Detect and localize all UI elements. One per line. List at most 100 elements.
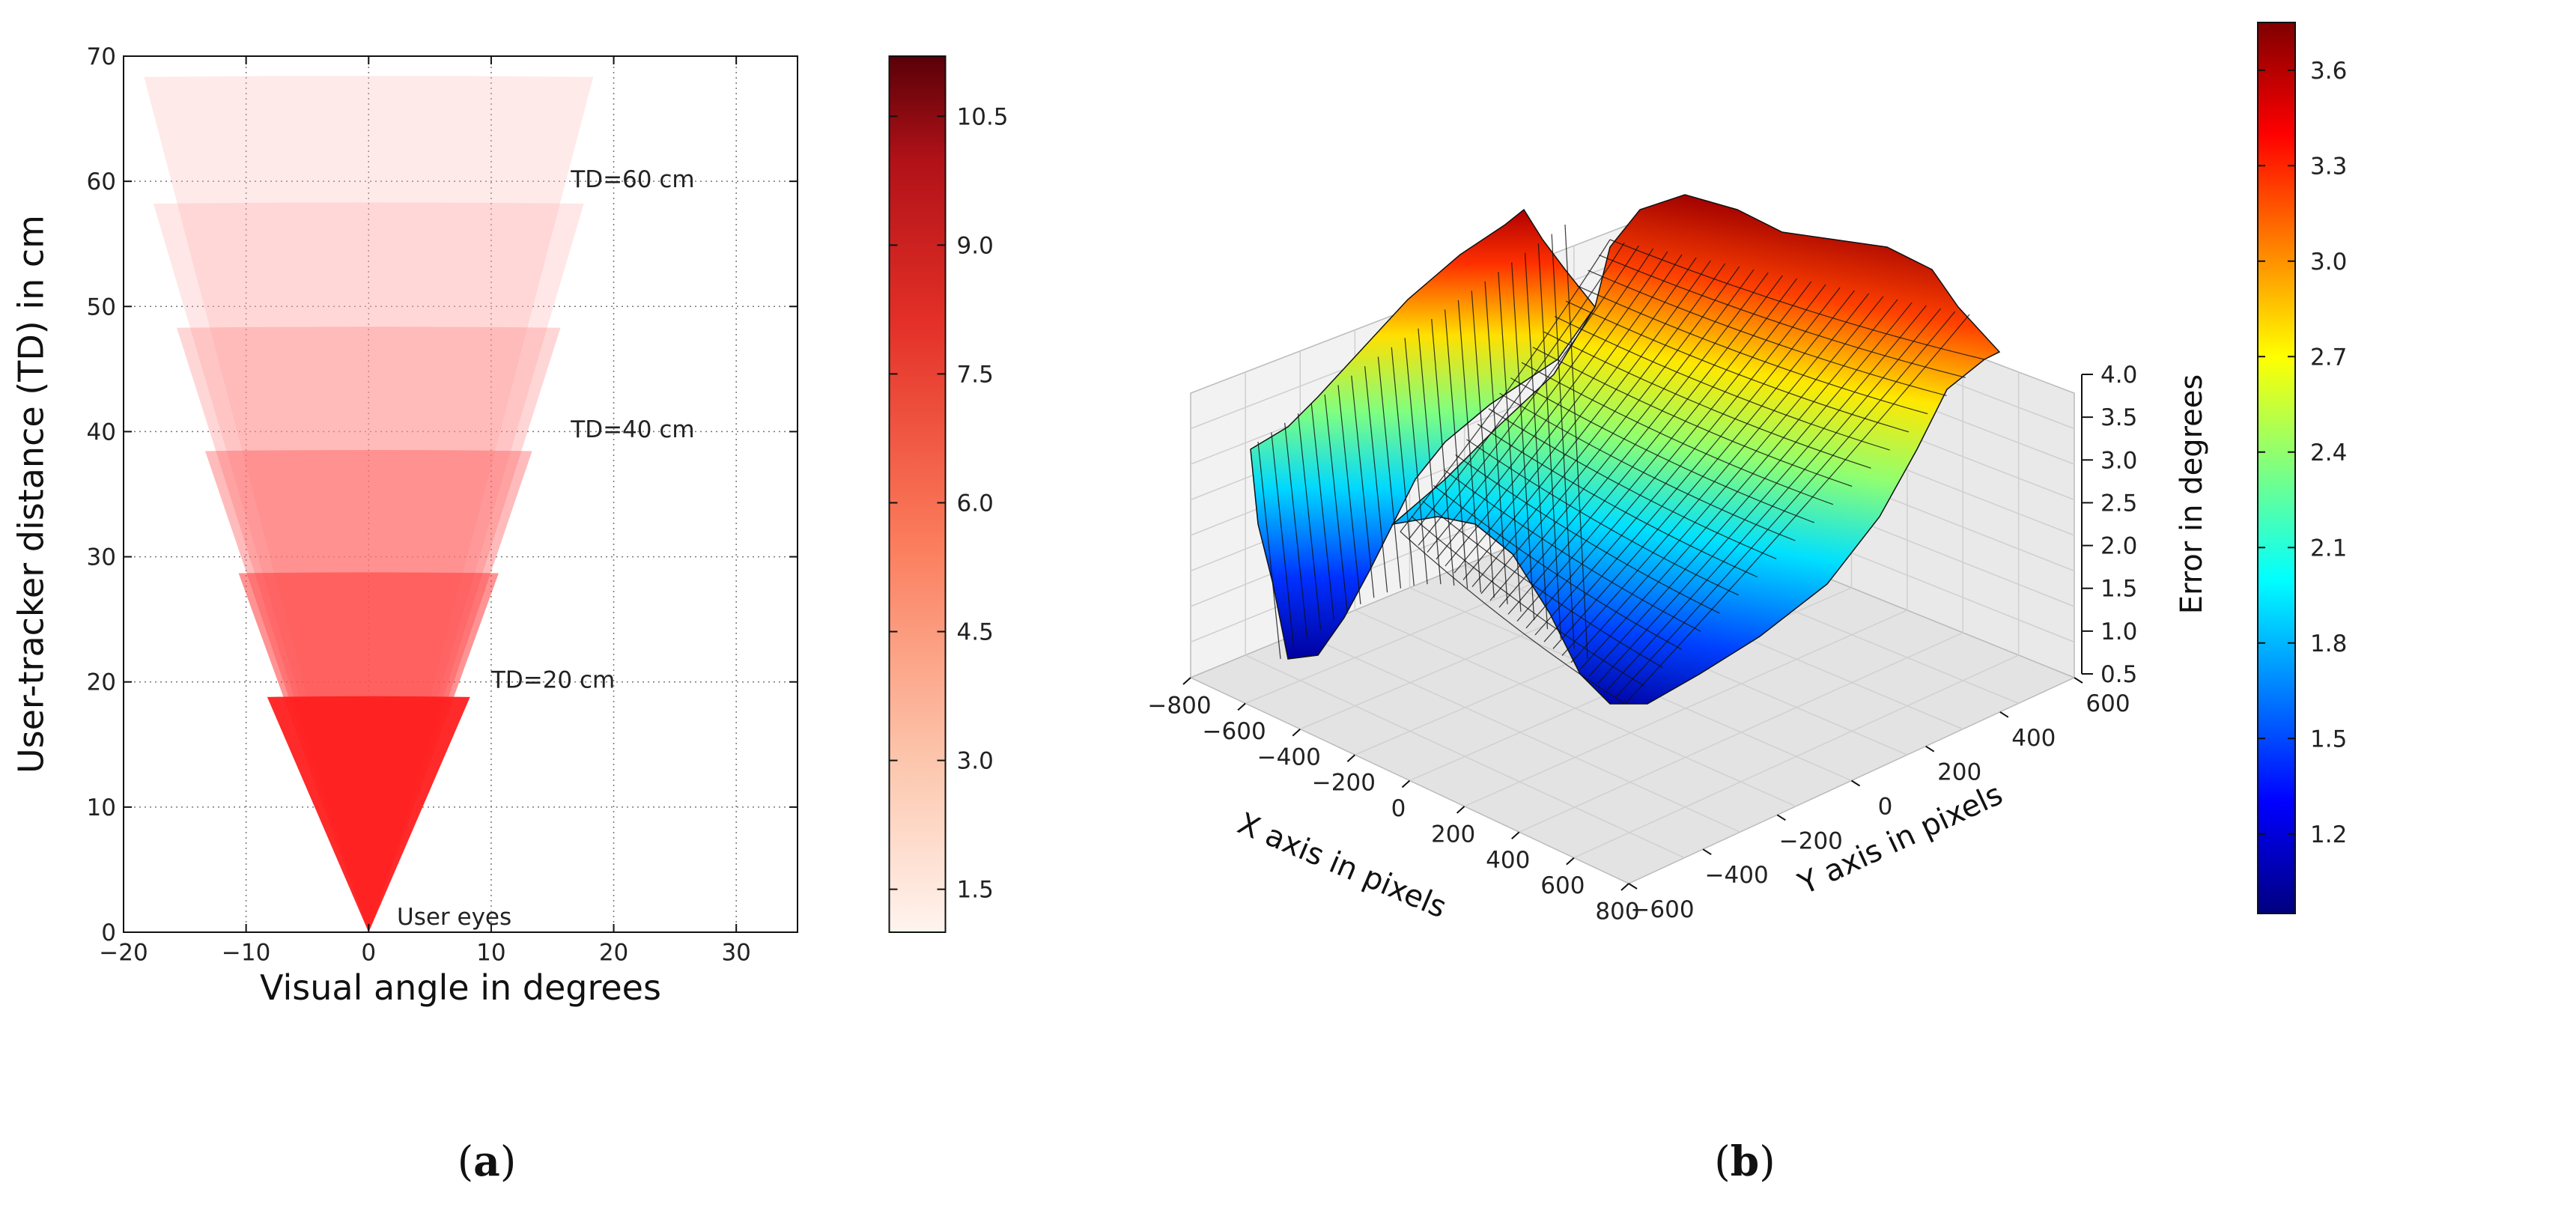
surface-mesh-line: [1510, 377, 1814, 523]
surface-mesh-line: [1576, 285, 1928, 415]
surface-mesh-line: [1599, 254, 1966, 378]
x-tick-mark: [1511, 831, 1520, 839]
surface-mesh-line: [1310, 404, 1334, 621]
y-tick-mark: [1850, 779, 1861, 787]
y-tick-label: −200: [1779, 827, 1843, 854]
panel-b-x-ticks: −800−600−400−200 0 200 400 600 800: [1147, 677, 1640, 925]
colorbar-tick-label: 3.6: [2310, 58, 2347, 85]
surface-mesh-line: [1615, 311, 1956, 698]
surface-mesh-line: [1444, 469, 1701, 632]
surface-mesh-line: [1364, 366, 1388, 593]
colorbar-tick-label: 1.8: [2310, 630, 2347, 657]
surface-mesh-line: [1624, 314, 1970, 705]
surface-mesh-line: [1453, 257, 1697, 574]
colorbar-tick-label: 3.3: [2310, 153, 2347, 180]
y-tick-label: 30: [87, 544, 116, 571]
surface-mesh-line: [1422, 500, 1663, 669]
y-tick-mark: [1925, 745, 1935, 753]
panel-b-z-ticks: 0.5 1.0 1.5 2.0 2.5 3.0 3.5 4.0: [2081, 362, 2137, 688]
surface-mesh-line: [1436, 251, 1668, 560]
surface-mesh-line: [1521, 362, 1834, 505]
surface-mesh-line: [1489, 269, 1755, 601]
colorbar-tick-label: 3.0: [2310, 249, 2347, 276]
surface-mesh-line: [1351, 375, 1375, 598]
floor-grid-line: [1464, 609, 1908, 807]
surface-mesh-line: [1400, 531, 1626, 705]
x-tick-mark: [1456, 806, 1465, 814]
x-tick-mark: [1346, 754, 1356, 762]
colorbar-tick-label: 4.5: [957, 619, 994, 646]
surface-mesh-line: [1532, 347, 1853, 487]
surface-mesh-line: [1588, 270, 1947, 397]
colorbar-tick-label: 9.0: [957, 232, 994, 259]
y-tick-label: 200: [1937, 759, 1981, 786]
x-tick-mark: [1237, 702, 1246, 711]
y-tick-label: 400: [2011, 725, 2056, 752]
panel-a-colorbar: [888, 55, 947, 933]
colorbar-tick-label: 10.5: [957, 103, 1009, 130]
td-annotation: TD=20 cm: [490, 666, 615, 693]
floor-grid-line: [1573, 654, 2019, 859]
y-tick-label: 70: [87, 43, 116, 70]
wedge-td-20: [267, 696, 470, 932]
z-tick-label: 3.0: [2100, 447, 2137, 474]
z-tick-label: 4.0: [2100, 362, 2137, 389]
x-tick-label: 600: [1540, 872, 1585, 899]
surface-mesh-line: [1564, 224, 1588, 660]
surface-mesh-line: [1444, 309, 1468, 589]
x-tick-label: −600: [1203, 718, 1266, 745]
colorbar-tick-label: 6.0: [957, 490, 994, 517]
panel-a-colorbar-ticks: 1.5 3.0 4.5 6.0 7.5 9.0 10.5: [889, 103, 1009, 904]
surface-mesh-line: [1400, 239, 1611, 532]
surface-mesh-line: [1431, 319, 1455, 586]
panel-a-x-ticks: −20 −10 0 10 20 30: [99, 56, 751, 967]
wedge-td-70: [144, 76, 594, 933]
surface-mesh-line: [1552, 290, 1855, 649]
surface-mesh-line: [1534, 284, 1826, 636]
y-tick-label: 60: [87, 168, 116, 195]
surface-mesh-line: [1555, 316, 1890, 451]
surface-mesh-line: [1257, 441, 1281, 660]
y-tick-label: 10: [87, 794, 116, 821]
panel-b-colorbar: [2257, 22, 2296, 914]
surface-mesh-line: [1524, 252, 1549, 630]
x-tick-mark: [1620, 883, 1629, 891]
surface-mesh-line: [1418, 328, 1442, 585]
surface-mesh-line: [1271, 432, 1295, 649]
z-tick-label: 2.0: [2100, 533, 2137, 560]
surface-mesh-line: [1488, 408, 1777, 559]
panel-b-z-axis-label: Error in degrees: [2175, 374, 2209, 614]
y-tick-label: 40: [87, 419, 116, 446]
colorbar-tick-label: 1.2: [2310, 821, 2347, 848]
colorbar-tick-label: 1.5: [2310, 726, 2347, 753]
x-tick-label: 10: [476, 940, 505, 967]
surface-mesh-line: [1480, 266, 1740, 595]
panel-a-label: (a): [458, 1137, 517, 1185]
surface-mesh-line: [1477, 423, 1758, 578]
surface-mesh-line: [1418, 245, 1639, 546]
surface-mesh-line: [1507, 275, 1783, 615]
z-tick-label: 1.5: [2100, 576, 2137, 603]
surface-mesh-line: [1284, 422, 1308, 639]
surface-mesh-line: [1498, 272, 1769, 608]
panel-a-y-axis-label: User-tracker distance (TD) in cm: [11, 215, 52, 773]
y-tick-label: −600: [1630, 896, 1694, 923]
surface-mesh-line: [1609, 239, 1985, 360]
panel-b-surface: [1250, 194, 2001, 705]
x-tick-label: −10: [222, 940, 270, 967]
surface-mesh-line: [1561, 293, 1870, 657]
surface-mesh-line: [1471, 291, 1495, 598]
y-tick-mark: [1628, 883, 1638, 890]
surface-mesh-line: [1570, 296, 1884, 663]
panel-a-wedges: [144, 76, 594, 933]
surface-mesh-line: [1391, 347, 1415, 586]
surface-mesh-line: [1606, 308, 1942, 691]
colorbar-tick-label: 2.1: [2310, 535, 2347, 562]
x-tick-mark: [1566, 857, 1575, 866]
x-tick-label: −200: [1312, 770, 1376, 797]
x-tick-label: 0: [1391, 795, 1406, 822]
y-tick-mark: [1776, 814, 1786, 821]
panel-a-origin-label: User eyes: [397, 904, 511, 931]
z-tick-label: 1.0: [2100, 618, 2137, 645]
